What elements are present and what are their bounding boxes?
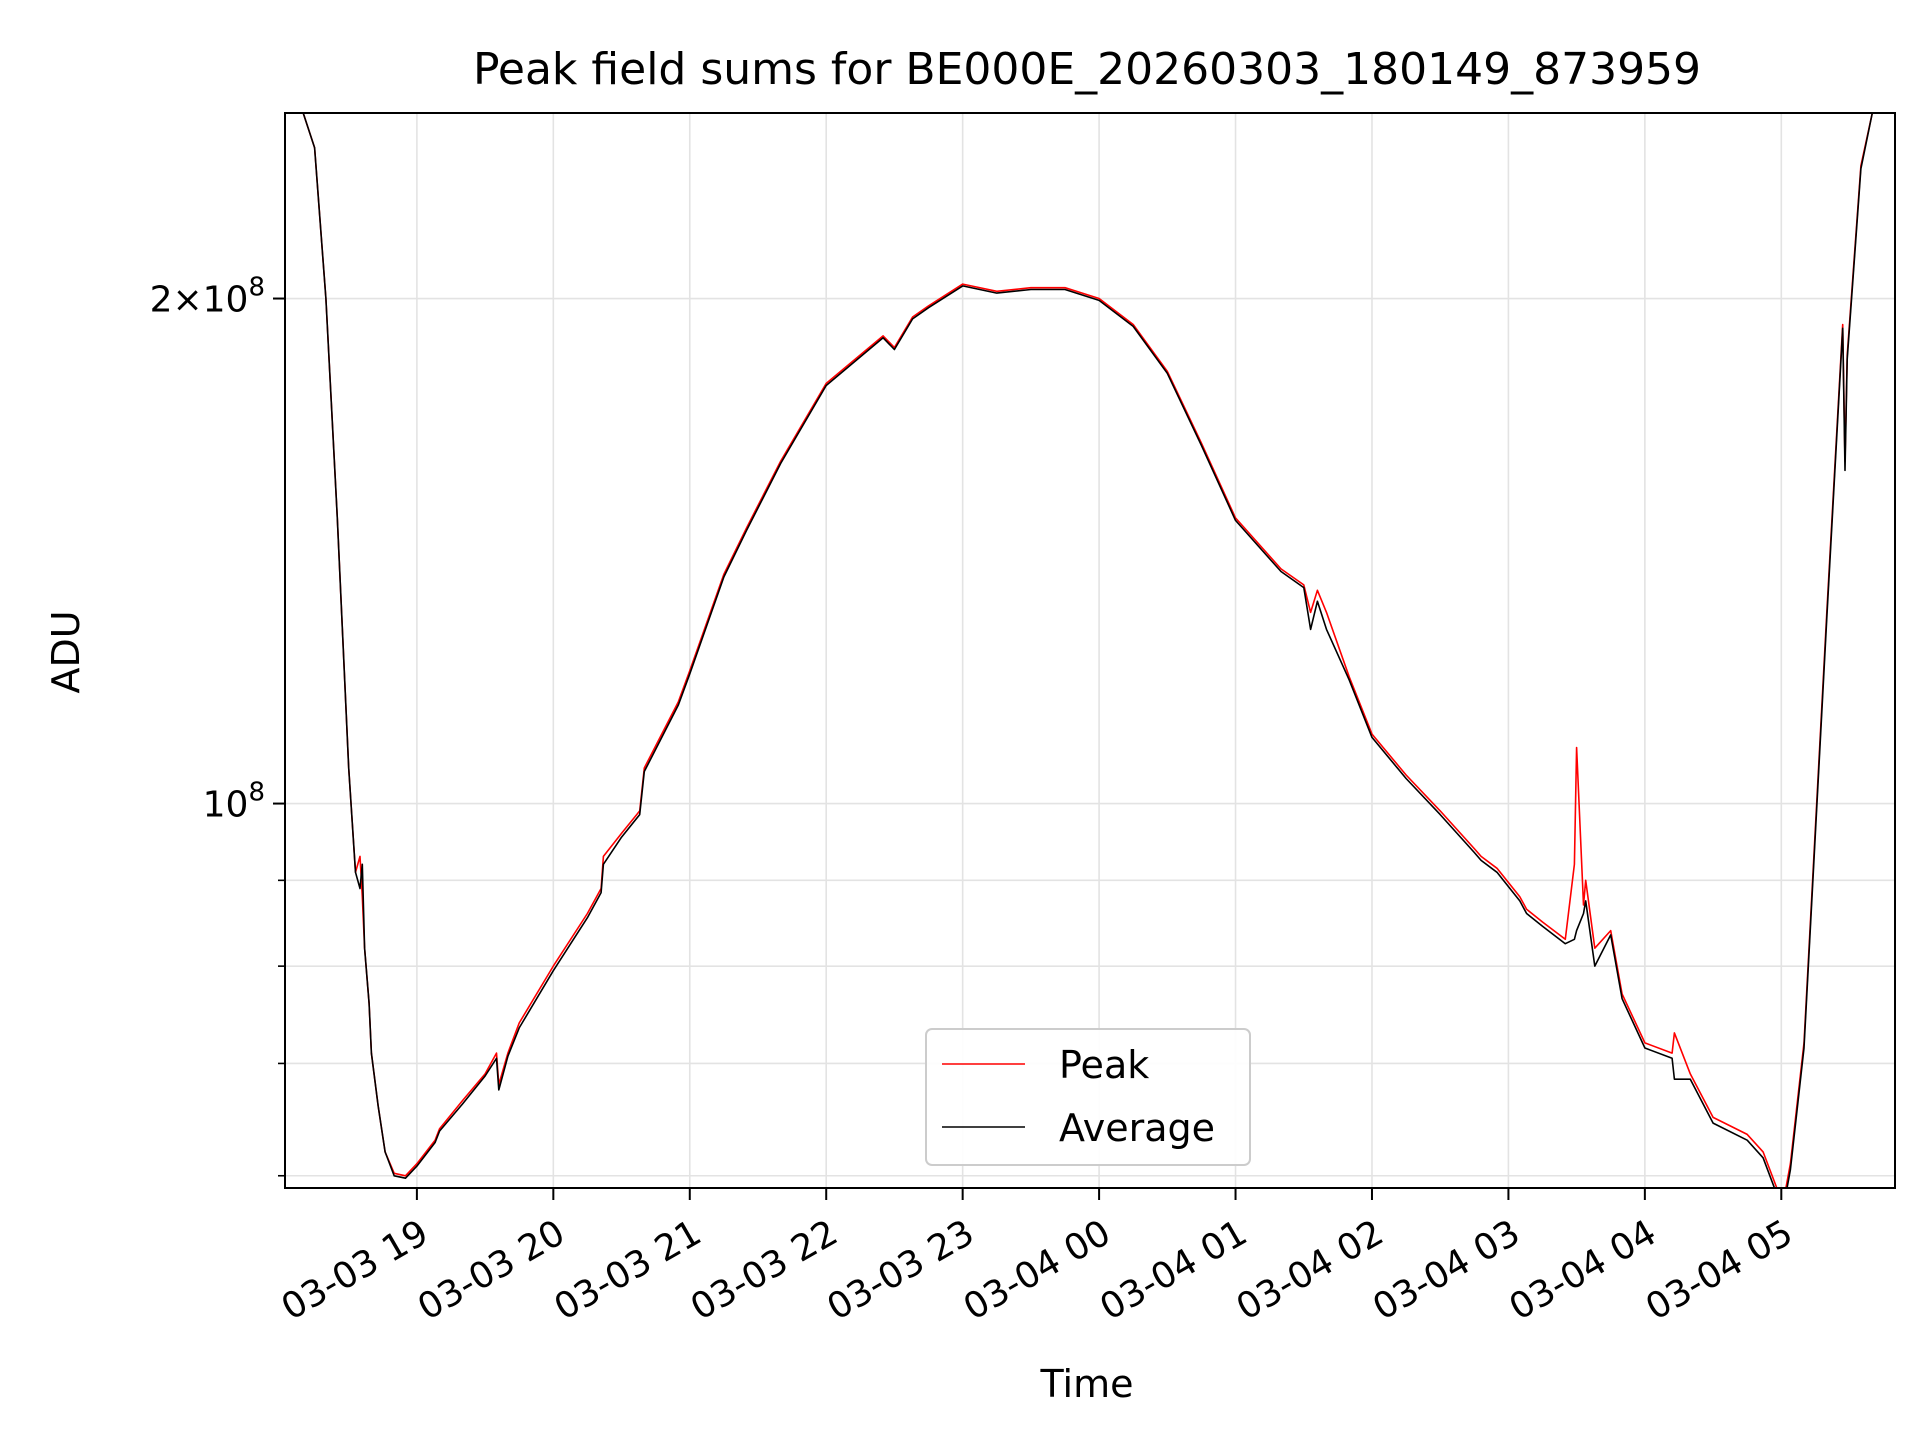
legend-average-label: Average <box>1059 1106 1215 1150</box>
x-axis-label: Time <box>1040 1362 1134 1406</box>
legend-box <box>925 1028 1251 1166</box>
plot-lines <box>285 113 1895 1188</box>
y-tick-label: 2×108 <box>150 273 265 321</box>
legend: Peak Average <box>925 1028 1251 1166</box>
legend-peak-label: Peak <box>1059 1043 1149 1087</box>
series-line-average <box>285 113 1895 1188</box>
chart-title: Peak field sums for BE000E_20260303_1801… <box>473 44 1701 95</box>
y-axis-label: ADU <box>44 610 88 693</box>
plot-frame <box>284 112 1896 1189</box>
series-line-peak <box>285 113 1895 1188</box>
